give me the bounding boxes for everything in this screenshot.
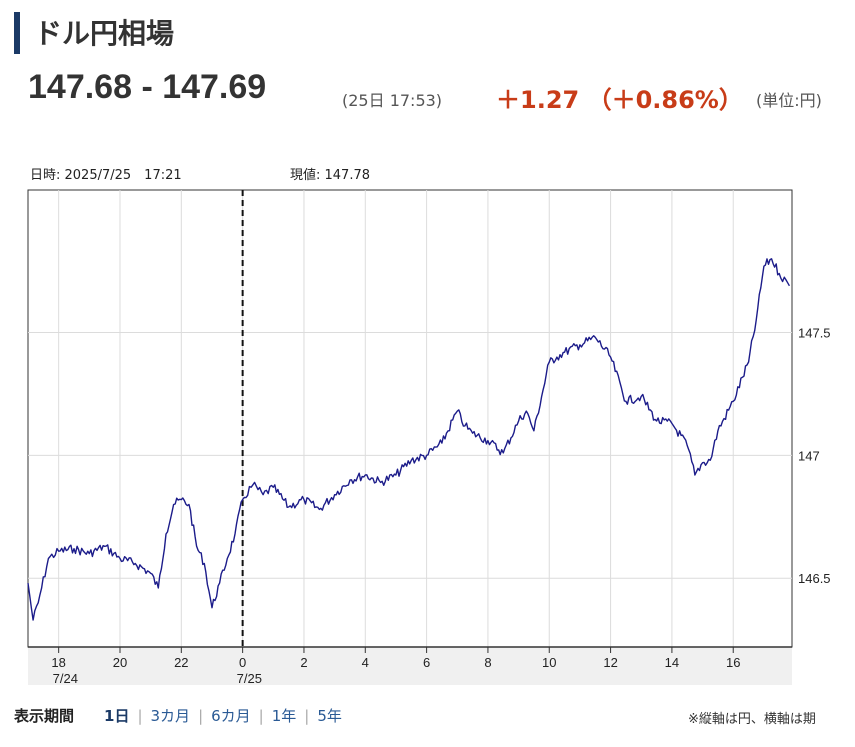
x-tick-label: 0	[239, 655, 246, 670]
price-change: ＋1.27 （＋0.86%）	[496, 86, 743, 114]
period-separator: |	[258, 706, 264, 725]
price-unit: (単位:円)	[756, 91, 822, 110]
x-axis-band	[28, 647, 792, 685]
x-tick-label: 4	[362, 655, 369, 670]
plot-area	[27, 189, 793, 648]
period-label: 表示期間	[14, 707, 75, 725]
x-tick-label: 18	[51, 655, 65, 670]
x-date-label: 7/25	[237, 671, 262, 686]
y-tick-label: 147	[798, 448, 820, 463]
x-tick-label: 2	[300, 655, 307, 670]
x-tick-label: 20	[113, 655, 127, 670]
y-tick-label: 147.5	[798, 326, 831, 341]
page-title: ドル円相場	[34, 17, 175, 50]
price-chart[interactable]: 146.5 147 147.5 18 20 22 0 2 4 6 8 10 12 14 16 7/24 7/25	[0, 0, 855, 700]
x-tick-label: 8	[484, 655, 491, 670]
period-selector: 表示期間 1日 | 3カ月 | 6カ月 | 1年 | 5年	[14, 705, 350, 726]
x-tick-label: 10	[542, 655, 556, 670]
axis-note: ※縦軸は円、横軸は期	[688, 712, 816, 727]
x-tick-label: 12	[603, 655, 617, 670]
x-date-label: 7/24	[53, 671, 78, 686]
hover-value-readout: 現値: 147.78	[290, 168, 370, 183]
period-separator: |	[304, 706, 310, 725]
y-tick-label: 146.5	[798, 571, 831, 586]
title-accent-bar	[14, 12, 20, 54]
period-separator: |	[137, 706, 143, 725]
period-option-3m[interactable]: 3カ月	[150, 707, 191, 725]
x-tick-label: 22	[174, 655, 188, 670]
hover-datetime-readout: 日時: 2025/7/25 17:21	[30, 168, 182, 183]
period-option-6m[interactable]: 6カ月	[211, 707, 251, 725]
period-option-5y[interactable]: 5年	[317, 707, 342, 725]
current-price: 147.68 - 147.69	[28, 68, 267, 106]
period-option-1d[interactable]: 1日	[104, 707, 130, 725]
x-tick-label: 16	[726, 655, 740, 670]
x-tick-label: 14	[665, 655, 679, 670]
x-tick-label: 6	[423, 655, 430, 670]
period-separator: |	[198, 706, 204, 725]
price-timestamp: (25日 17:53)	[342, 91, 443, 110]
period-option-1y[interactable]: 1年	[271, 707, 297, 725]
price-series-line	[27, 258, 791, 621]
